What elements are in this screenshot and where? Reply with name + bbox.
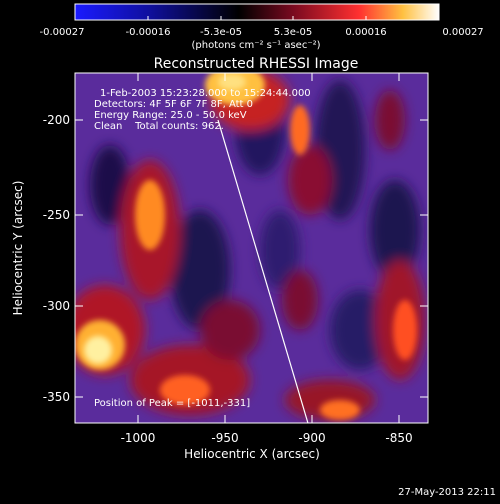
colorbar-tick-label: 0.00027	[442, 27, 483, 38]
y-tick-label: -350	[43, 390, 70, 404]
info-line-clean-counts: Clean Total counts: 962.	[94, 121, 224, 132]
x-tick-label: -850	[385, 431, 412, 445]
peak-position-label: Position of Peak = [-1011,-331]	[94, 398, 251, 409]
x-tick-label: -900	[298, 431, 325, 445]
info-line-energy-range: Energy Range: 25.0 - 50.0 keV	[94, 110, 247, 121]
info-line-time-range: 1-Feb-2003 15:23:28.000 to 15:24:44.000	[100, 88, 311, 99]
colorbar-tick-label: -5.3e-05	[200, 27, 242, 38]
y-axis-ticks	[75, 119, 428, 398]
y-tick-label: -300	[43, 299, 70, 313]
x-tick-label: -950	[211, 431, 238, 445]
colorbar-ticks	[74, 16, 440, 20]
x-axis-label: Heliocentric X (arcsec)	[184, 447, 320, 461]
y-tick-label: -200	[43, 113, 70, 127]
colorbar-tick-label: 0.00016	[345, 27, 386, 38]
y-axis-label: Heliocentric Y (arcsec)	[11, 181, 25, 316]
plot-frame	[74, 72, 429, 424]
colorbar-tick-label: -0.00027	[40, 27, 85, 38]
colorbar-tick-label: 5.3e-05	[274, 27, 312, 38]
y-tick-label: -250	[43, 208, 70, 222]
colorbar-unit-label: (photons cm⁻² s⁻¹ asec⁻²)	[191, 40, 320, 51]
x-axis-ticks	[137, 73, 400, 423]
image-area	[75, 73, 428, 423]
colorbar	[74, 3, 440, 21]
solar-limb-line	[217, 119, 309, 423]
x-tick-label: -1000	[121, 431, 156, 445]
plot-title: Reconstructed RHESSI Image	[154, 56, 359, 72]
generation-timestamp: 27-May-2013 22:11	[398, 487, 496, 498]
info-line-detectors: Detectors: 4F 5F 6F 7F 8F, Att 0	[94, 99, 254, 110]
colorbar-tick-label: -0.00016	[126, 27, 171, 38]
